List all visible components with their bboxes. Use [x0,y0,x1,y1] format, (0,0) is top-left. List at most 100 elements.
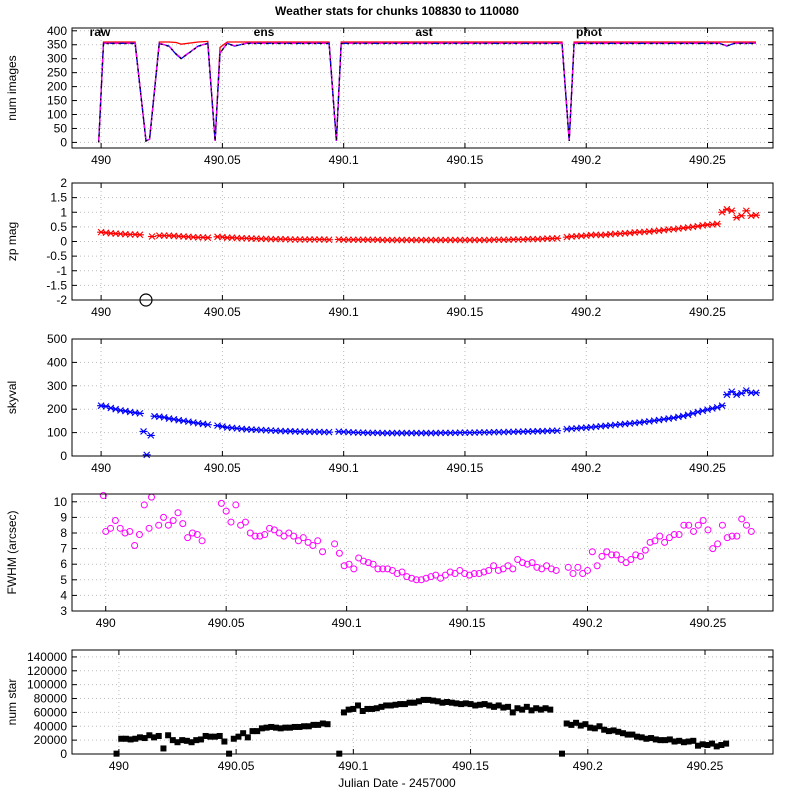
data-point [198,537,206,545]
plot-frame [71,649,774,755]
data-point [472,702,479,709]
data-point [752,389,761,397]
data-point [519,706,526,713]
data-point [393,570,401,578]
data-point [627,556,635,564]
data-point [723,534,731,542]
data-point [285,529,293,537]
data-point [383,702,390,709]
data-point [514,705,521,712]
legend-ast: ast [415,25,432,39]
data-point [573,719,580,726]
data-point [392,701,399,708]
x-tick-label: 490 [91,461,111,475]
data-point [638,734,645,741]
data-point [230,735,237,742]
y-tick-label: -2 [56,293,67,307]
data-point [122,735,129,742]
data-point [634,733,641,740]
data-point [514,556,522,564]
data-point [345,560,353,568]
y-tick-label: 6 [60,557,67,571]
data-point [335,549,343,557]
data-point [718,521,726,529]
data-point [415,698,422,705]
data-point [674,413,683,421]
data-point [698,407,707,415]
data-point [131,541,139,549]
y-tick-label: 0.5 [50,220,67,234]
data-point [476,701,483,708]
data-point [505,703,512,710]
y-tick-label: 20000 [34,733,68,747]
y-tick-label: 80000 [34,692,68,706]
data-point [217,499,225,507]
data-point [441,571,449,579]
data-point [325,428,334,436]
data-point [504,562,512,570]
x-tick-label: 490.25 [687,759,724,773]
data-point [216,732,223,739]
y-tick-label: 500 [47,332,67,346]
data-point [490,562,498,570]
x-tick-label: 490.2 [571,461,601,475]
data-point [596,723,603,730]
x-tick-label: 490.25 [689,305,726,319]
data-point [147,493,155,501]
y-tick-label: 250 [47,66,67,80]
data-point [241,518,249,526]
data-point [218,423,227,430]
data-point [287,724,294,731]
data-point [727,388,736,396]
data-point [212,733,219,740]
data-point [465,571,473,579]
data-point [528,707,535,714]
y-tick-label: 10 [54,495,68,509]
x-tick-label: 490.15 [449,616,486,630]
data-point [310,721,317,728]
data-point [456,566,464,574]
data-point [169,415,178,423]
y-tick-label: 8 [60,526,67,540]
data-point [169,517,177,525]
data-point [331,540,339,548]
data-point [272,724,279,731]
x-tick-label: 490.2 [571,153,601,167]
y-tick-label: 40000 [34,719,68,733]
data-point [601,726,608,733]
y-tick-label: 140000 [27,650,67,664]
data-point [495,702,502,709]
data-point [704,741,711,748]
chart-panel-fwhm-arcsec: 3 45 67 8 910 490 490.05 490.1 490.15 490.2 490.25… [5,492,774,630]
data-point [679,412,688,420]
plot-frame [71,182,774,301]
data-point [197,736,204,743]
data-point [528,559,536,567]
data-point [299,534,307,542]
data-point [146,732,153,739]
data-point [325,236,334,244]
data-point [203,234,212,242]
data-point [680,521,688,529]
data-point [132,735,139,742]
data-point [610,727,617,734]
plot-area [113,696,730,757]
plot-area [99,492,755,584]
data-point [693,222,702,230]
data-point [373,705,380,712]
y-tick-label: 0 [60,449,67,463]
data-point [722,391,731,399]
data-point [270,526,278,534]
y-tick-label: -0.5 [46,249,67,263]
data-point [184,534,192,542]
data-point [448,699,455,706]
plot-area [97,387,761,459]
legend: raw ens ast phot [90,25,602,39]
data-point [145,524,153,532]
data-point [258,725,265,732]
data-point [723,740,730,747]
y-tick-label: 300 [47,52,67,66]
data-point [458,701,465,708]
